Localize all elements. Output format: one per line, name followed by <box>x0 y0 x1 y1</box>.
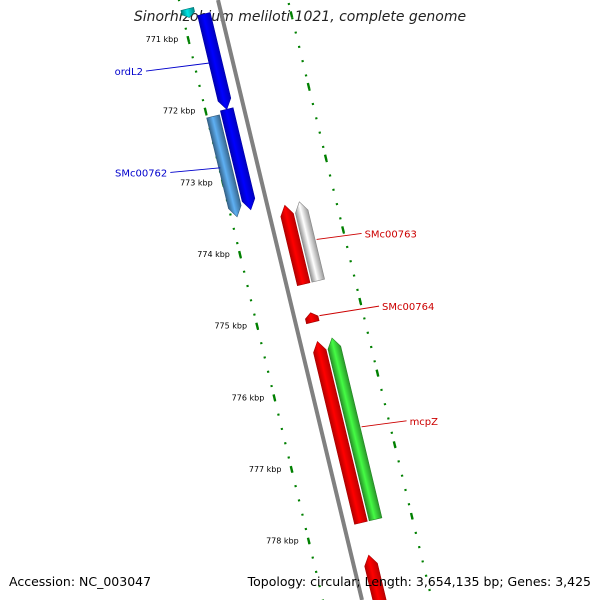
gene-label-leader <box>319 305 380 317</box>
gene-label-leader <box>145 62 211 72</box>
gene-arrow[interactable] <box>220 107 256 211</box>
gene-feature[interactable] <box>327 337 383 522</box>
major-tick <box>409 512 414 520</box>
scale-label: 771 kbp <box>146 35 179 44</box>
major-tick <box>238 250 242 258</box>
gene-label: SMc00762 <box>115 168 167 179</box>
gene-arrow[interactable] <box>180 7 195 18</box>
sequence-backbone <box>216 0 364 600</box>
scale-label: 772 kbp <box>163 107 196 116</box>
scale-label: 773 kbp <box>180 178 213 187</box>
map-title: Sinorhizobium meliloti 1021, complete ge… <box>133 9 467 25</box>
gene-feature[interactable] <box>364 554 388 600</box>
gene-feature[interactable] <box>206 114 242 218</box>
gene-label-leader <box>316 232 362 240</box>
gene-arrow[interactable] <box>280 204 311 287</box>
accession-text: Accession: NC_003047 <box>9 574 152 589</box>
gene-label: SMc00763 <box>365 229 417 240</box>
scale-label: 774 kbp <box>197 250 230 259</box>
gene-arrow[interactable] <box>206 114 242 218</box>
gene-feature[interactable] <box>313 340 368 525</box>
gene-label: SMc00764 <box>382 302 434 313</box>
gene-arrow[interactable] <box>295 201 325 283</box>
major-tick <box>358 297 363 305</box>
gene-feature[interactable] <box>220 107 256 211</box>
major-tick <box>186 35 191 43</box>
gene-arrow[interactable] <box>313 340 368 525</box>
major-tick <box>323 154 328 161</box>
major-tick <box>341 226 345 233</box>
scale-label: 776 kbp <box>232 393 265 402</box>
gene-label: ordL2 <box>115 67 143 78</box>
scale-label: 777 kbp <box>249 465 282 474</box>
gene-feature[interactable] <box>280 204 311 287</box>
major-tick <box>306 537 311 544</box>
gene-label-leader <box>170 167 221 173</box>
gene-label: mcpZ <box>410 417 439 428</box>
major-tick <box>289 465 294 473</box>
gene-arrow[interactable] <box>305 312 320 325</box>
major-tick <box>375 369 380 376</box>
gene-arrow[interactable] <box>364 554 388 600</box>
gene-feature[interactable] <box>180 7 195 18</box>
gene-feature[interactable] <box>295 201 325 283</box>
major-tick <box>272 394 277 401</box>
major-tick <box>392 441 397 448</box>
genome-summary-text: Topology: circular; Length: 3,654,135 bp… <box>247 574 591 589</box>
gene-label-leader <box>361 420 407 428</box>
gene-arrow[interactable] <box>327 337 383 522</box>
major-tick <box>203 107 208 114</box>
major-tick <box>255 322 259 329</box>
scale-label: 778 kbp <box>266 537 299 546</box>
scale-label: 775 kbp <box>214 322 247 331</box>
gene-arrow[interactable] <box>197 12 232 110</box>
gene-feature[interactable] <box>197 12 232 110</box>
major-tick <box>306 82 311 90</box>
major-tick <box>289 11 294 18</box>
gene-feature[interactable] <box>305 312 320 325</box>
